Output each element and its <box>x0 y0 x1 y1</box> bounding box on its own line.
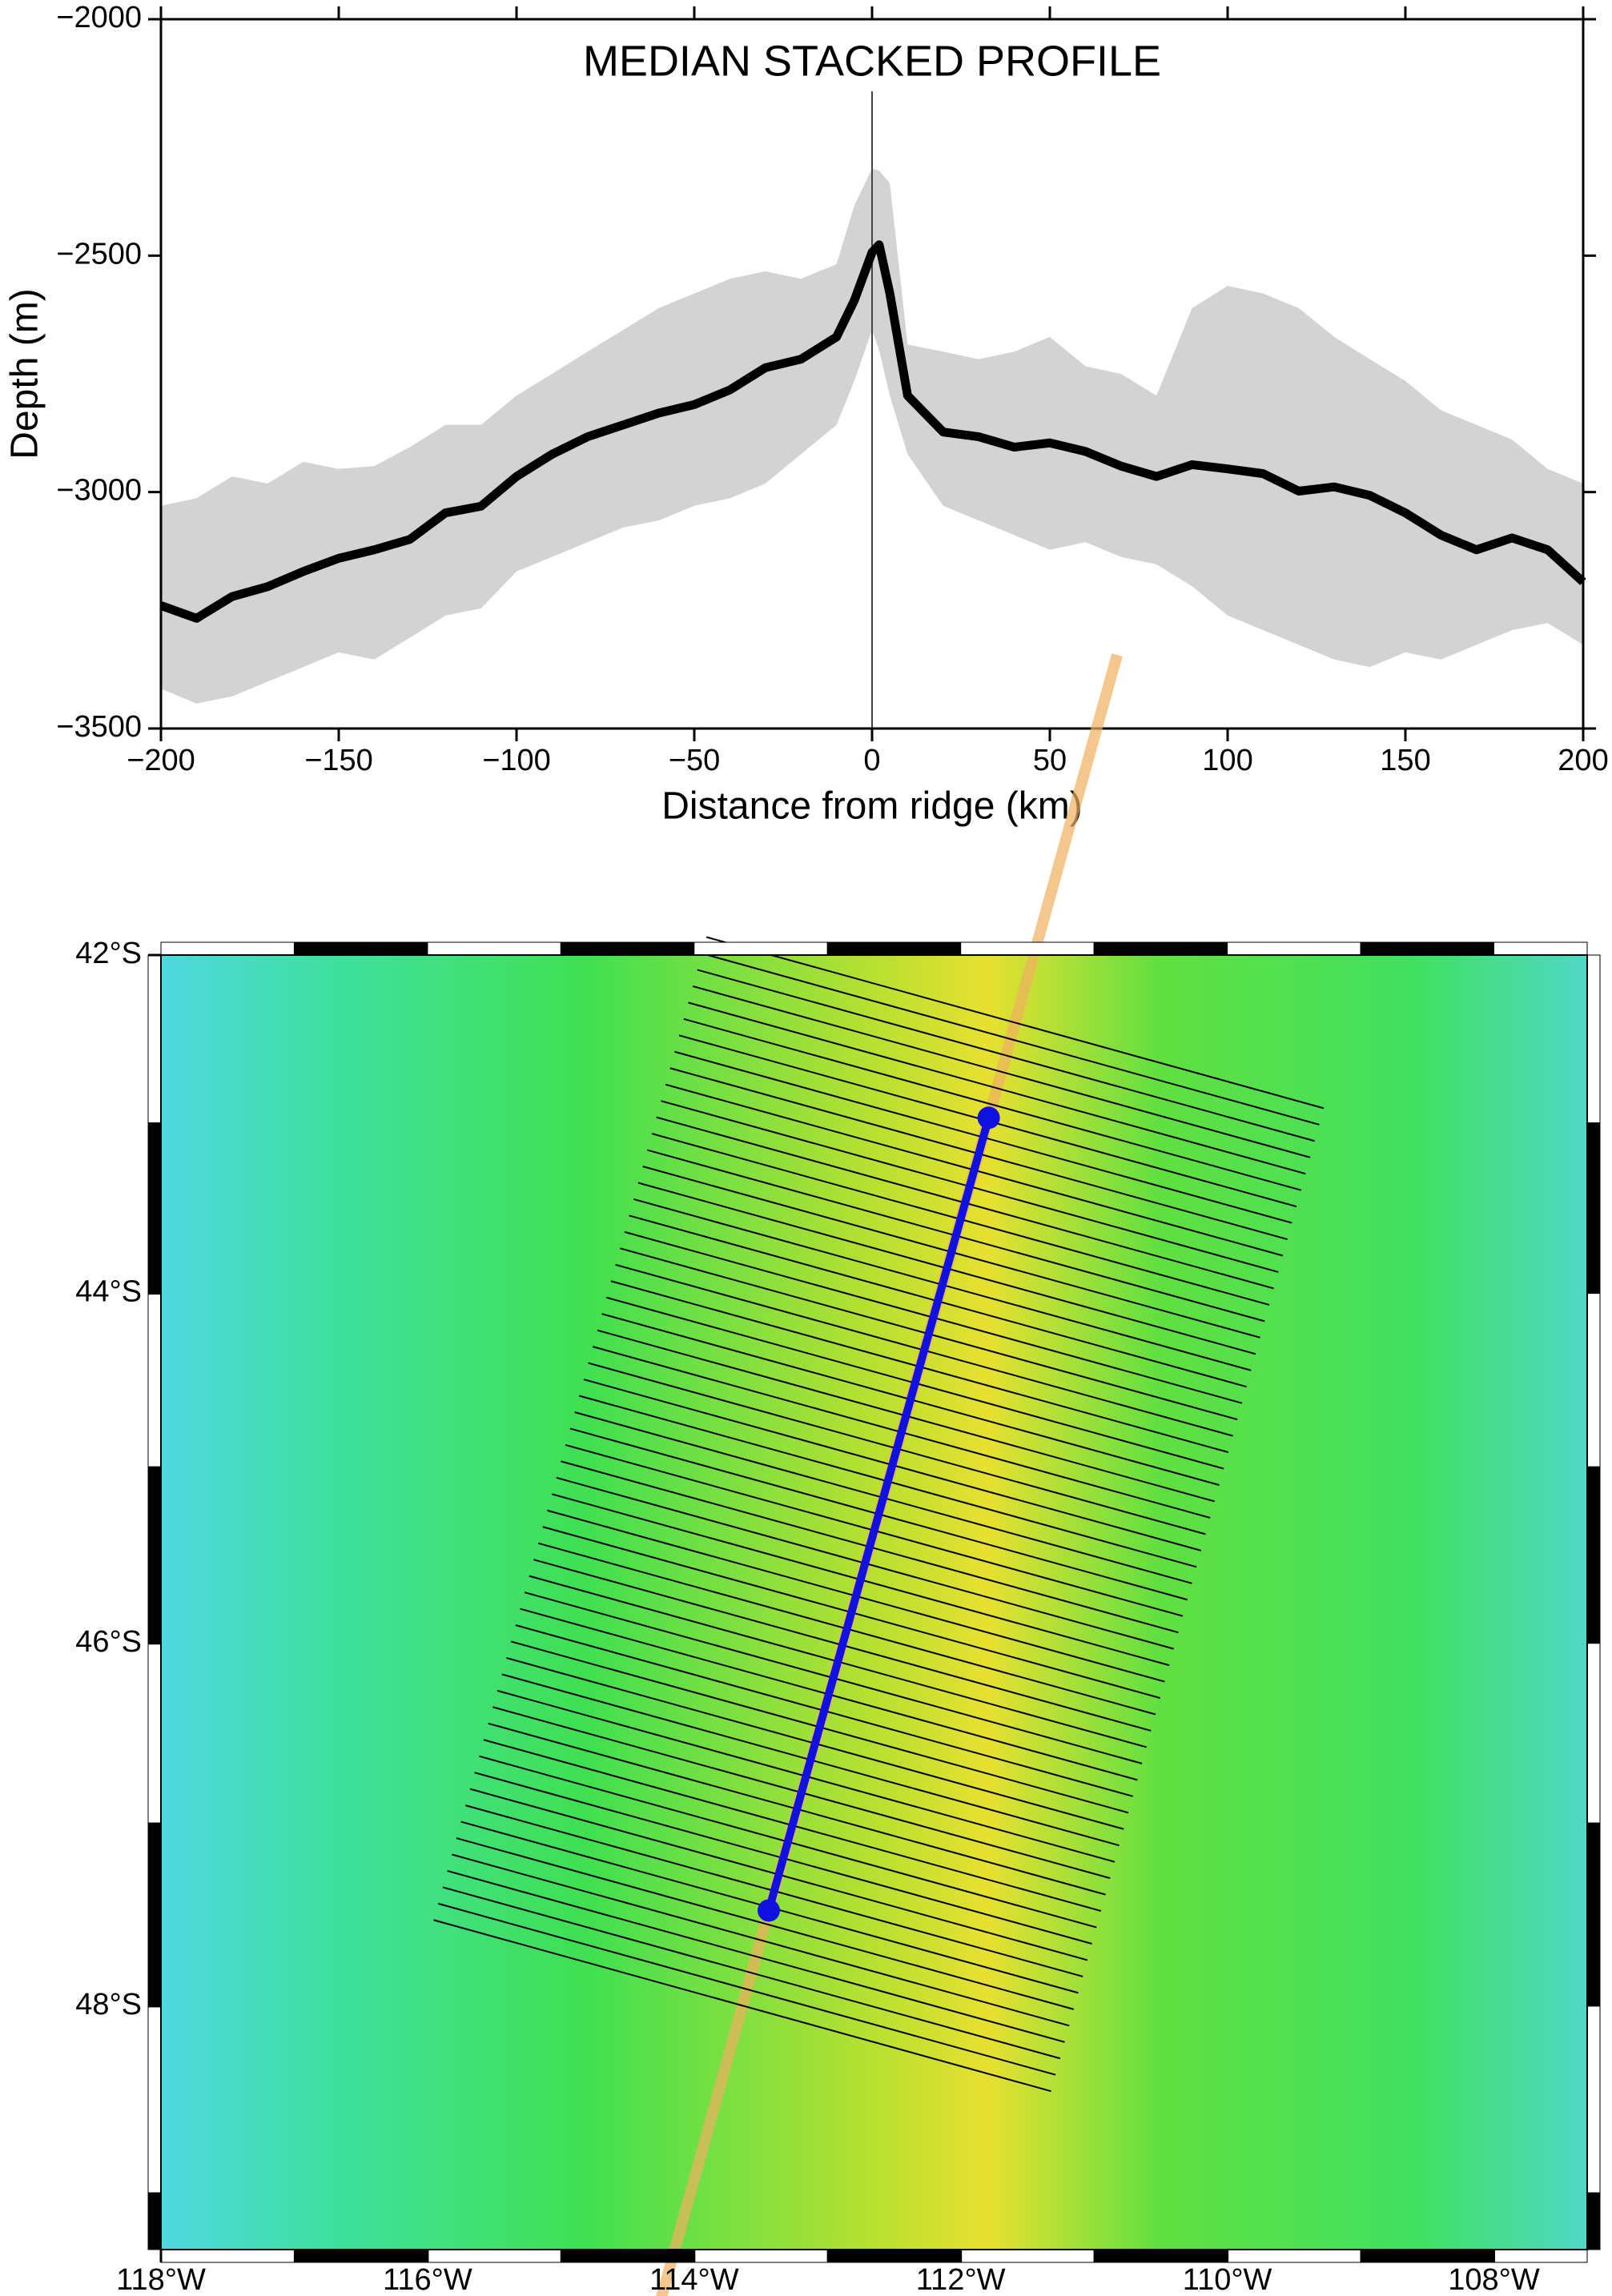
frame-segment <box>1360 2249 1494 2263</box>
frame-segment <box>1586 2005 1601 2194</box>
frame-segment <box>693 2249 828 2263</box>
frame-segment <box>826 941 962 956</box>
ridge-segment <box>765 1116 993 1912</box>
y-tick-label: 46°S <box>75 1625 142 1659</box>
profile-line <box>701 953 1320 1126</box>
frame-segment <box>1586 1643 1601 1824</box>
x-tick-label: 100 <box>1202 744 1252 777</box>
x-axis-label: Distance from ridge (km) <box>661 785 1082 828</box>
frame-segment <box>1493 2249 1588 2263</box>
y-tick-label: −3500 <box>56 710 142 744</box>
frame-segment <box>147 1122 162 1295</box>
frame-segment <box>960 941 1095 956</box>
frame-segment <box>1586 1122 1601 1295</box>
x-tick-label: 200 <box>1558 744 1608 777</box>
envelope-band <box>161 168 1583 704</box>
ridge-endpoint <box>758 1899 781 1922</box>
frame-segment <box>693 941 828 956</box>
y-tick-label: −3000 <box>56 474 142 508</box>
frame-segment <box>1586 1293 1601 1467</box>
frame-segment <box>160 2249 295 2263</box>
frame-segment <box>147 1293 162 1467</box>
profile-line <box>447 1870 1065 2043</box>
frame-segment <box>147 1643 162 1824</box>
x-tick-label: 150 <box>1380 744 1430 777</box>
map-frame <box>160 954 1588 2250</box>
frame-segment <box>560 2249 695 2263</box>
profile-line <box>697 969 1315 1142</box>
frame-segment <box>147 1466 162 1644</box>
frame-segment <box>160 941 295 956</box>
x-tick-label: −50 <box>669 744 720 777</box>
frame-segment <box>1586 954 1601 1124</box>
y-axis-label: Depth (m) <box>4 288 46 459</box>
x-tick-label: −100 <box>482 744 551 777</box>
frame-segment <box>147 954 162 1124</box>
x-tick-label: 108°W <box>1448 2263 1540 2296</box>
frame-segment <box>1227 941 1361 956</box>
x-tick-label: 50 <box>1033 744 1067 777</box>
profile-line <box>683 1018 1301 1191</box>
profile-line <box>456 1837 1075 2010</box>
chart-title: MEDIAN STACKED PROFILE <box>583 37 1161 85</box>
x-tick-label: 114°W <box>649 2263 739 2296</box>
frame-segment <box>293 2249 428 2263</box>
frame-segment <box>1093 941 1228 956</box>
y-tick-label: 44°S <box>75 1275 142 1309</box>
frame-segment <box>147 1822 162 2007</box>
ridge-endpoint <box>977 1106 1000 1130</box>
profile-line <box>452 1853 1070 2027</box>
frame-segment <box>147 2192 162 2250</box>
frame-segment <box>1360 941 1494 956</box>
frame-segment <box>1093 2249 1228 2263</box>
frame-segment <box>1227 2249 1361 2263</box>
frame-segment <box>1586 2192 1601 2250</box>
frame-segment <box>1586 1466 1601 1644</box>
frame-segment <box>1586 1822 1601 2007</box>
x-tick-label: −200 <box>127 744 195 777</box>
bathymetry <box>161 955 1587 2250</box>
frame-segment <box>1493 941 1588 956</box>
profile-line <box>706 936 1325 1110</box>
frame-segment <box>560 941 695 956</box>
profile-line <box>688 1001 1306 1175</box>
frame-segment <box>826 2249 962 2263</box>
y-tick-label: 48°S <box>75 1988 142 2021</box>
profile-line <box>692 985 1311 1158</box>
frame-segment <box>960 2249 1095 2263</box>
x-tick-label: 112°W <box>916 2263 1006 2296</box>
y-tick-label: −2000 <box>56 1 142 34</box>
x-tick-label: 110°W <box>1183 2263 1272 2296</box>
y-tick-label: −2500 <box>56 237 142 271</box>
frame-segment <box>293 941 428 956</box>
frame-segment <box>427 2249 561 2263</box>
x-tick-label: 116°W <box>383 2263 472 2296</box>
y-tick-label: 42°S <box>75 937 142 970</box>
frame-segment <box>147 2005 162 2194</box>
profile-line <box>442 1886 1061 2060</box>
x-tick-label: 0 <box>863 744 880 777</box>
profile-line <box>433 1919 1051 2093</box>
x-tick-label: −150 <box>304 744 373 777</box>
median-line <box>159 240 1586 623</box>
x-tick-label: 118°W <box>116 2263 206 2296</box>
profile-line <box>438 1902 1056 2076</box>
frame-segment <box>427 941 561 956</box>
